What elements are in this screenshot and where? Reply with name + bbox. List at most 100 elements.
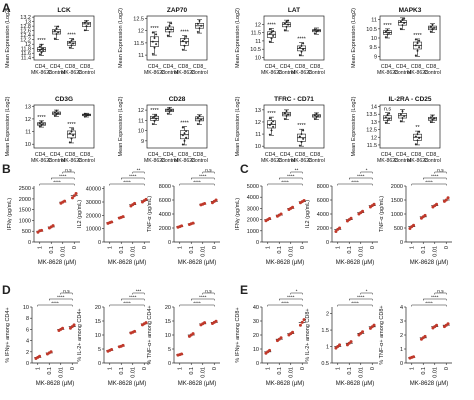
data-point (286, 23, 290, 26)
data-point (316, 29, 320, 32)
data-point (184, 41, 188, 45)
significance-label: **** (297, 123, 306, 129)
x-tick-label: 0.01 (432, 367, 438, 378)
data-point (271, 120, 275, 123)
data-point (198, 27, 201, 30)
data-point (302, 199, 306, 203)
data-point (183, 44, 186, 48)
plot-frame (263, 104, 325, 149)
data-point (270, 121, 273, 125)
data-point (283, 112, 287, 115)
significance-label: n.s (205, 168, 212, 173)
y-tick-label: 1000 (391, 212, 403, 218)
data-point (316, 114, 320, 118)
significance-label: **** (37, 115, 46, 121)
y-tick-label: 10 (165, 333, 171, 339)
significance-label: **** (281, 179, 289, 185)
y-tick-label: 3 (400, 319, 403, 325)
chart-2: 11 11.5 12 12.5 Mean Expression (Log2) ZAP70 C… (118, 7, 208, 76)
data-point (184, 35, 188, 38)
y-tick-label: 500 (394, 226, 403, 232)
data-point (387, 31, 391, 35)
y-tick-label: 3000 (247, 206, 259, 212)
data-point (63, 199, 67, 203)
significance-label: **** (129, 294, 137, 300)
data-point (286, 113, 290, 116)
data-point (110, 348, 114, 352)
data-point (71, 127, 75, 131)
y-tick-label: 5000 (247, 184, 259, 190)
data-point (71, 42, 75, 45)
data-point (38, 121, 42, 125)
data-point (435, 323, 439, 327)
data-point (271, 34, 275, 38)
data-point (184, 136, 188, 139)
y-tick-label: 13 (25, 20, 31, 26)
x-tick-label: CD8_ (65, 64, 78, 70)
x-tick-label: 0 (300, 246, 306, 249)
x-tick-label: CD8_ (178, 152, 191, 158)
data-point (168, 110, 171, 113)
data-point (181, 134, 185, 137)
significance-bracket (179, 304, 215, 307)
y-tick-label: 13.2 (20, 15, 31, 21)
data-point (40, 123, 43, 127)
data-point (198, 119, 201, 123)
chart-7: 10 11 12 13 Mean Expression (Log2) TFRC - CD7… (235, 96, 325, 164)
y-tick-label: 2000 (159, 226, 171, 232)
data-point (83, 29, 87, 32)
x-tick-label: 0 (370, 246, 376, 249)
significance-label: **** (281, 300, 289, 306)
data-point (268, 32, 272, 36)
chart-15: 0 2 4 6 8 10 % IFNγ+ among CD4+ 1 0.1 0.01 0 MK-862… (5, 289, 78, 387)
significance-bracket (349, 298, 373, 301)
data-point (154, 42, 158, 46)
data-point (446, 322, 450, 326)
data-point (70, 44, 73, 47)
data-point (416, 49, 419, 53)
y-axis-label: IL2 (pg/mL) (77, 200, 83, 228)
x-tick-label: Control (161, 158, 178, 164)
y-tick-label: 11.8 (21, 47, 31, 53)
data-point (285, 20, 288, 24)
data-point (429, 30, 433, 33)
data-point (268, 348, 272, 352)
significance-label: **** (425, 300, 433, 306)
x-tick-label: 1 (107, 367, 113, 370)
x-tick-label: MK-8628 (407, 158, 428, 164)
significance-bracket (121, 298, 145, 301)
x-tick-label: CD4_ (35, 64, 48, 70)
significance-bracket (267, 304, 303, 307)
data-point (416, 41, 419, 45)
x-tick-label: 0.1 (347, 367, 353, 375)
x-tick-label: Control (78, 158, 95, 164)
y-tick-label: 10.5 (250, 47, 261, 53)
x-axis-label: MK-8628 (μM) (410, 381, 448, 387)
data-point (51, 224, 55, 228)
data-point (384, 116, 388, 119)
data-point (72, 194, 76, 198)
data-point (40, 43, 43, 47)
data-point (401, 18, 404, 21)
data-point (153, 119, 156, 123)
x-tick-label: CD8_ (295, 64, 308, 70)
y-tick-label: 12 (138, 29, 144, 35)
y-tick-label: 15 (165, 319, 171, 325)
significance-label: **** (425, 179, 433, 185)
significance-bracket (411, 183, 447, 186)
significance-bracket (267, 183, 303, 186)
y-tick-label: 9.5 (369, 45, 377, 51)
significance-bracket (109, 304, 145, 307)
x-tick-label: Control (424, 158, 441, 164)
data-point (386, 33, 389, 36)
data-point (56, 31, 60, 34)
y-tick-label: 1000 (19, 218, 31, 224)
data-point (402, 17, 406, 20)
data-point (40, 51, 43, 54)
x-tick-label: 1 (409, 367, 415, 370)
x-tick-label: 0.01 (130, 246, 136, 257)
data-point (169, 109, 173, 112)
